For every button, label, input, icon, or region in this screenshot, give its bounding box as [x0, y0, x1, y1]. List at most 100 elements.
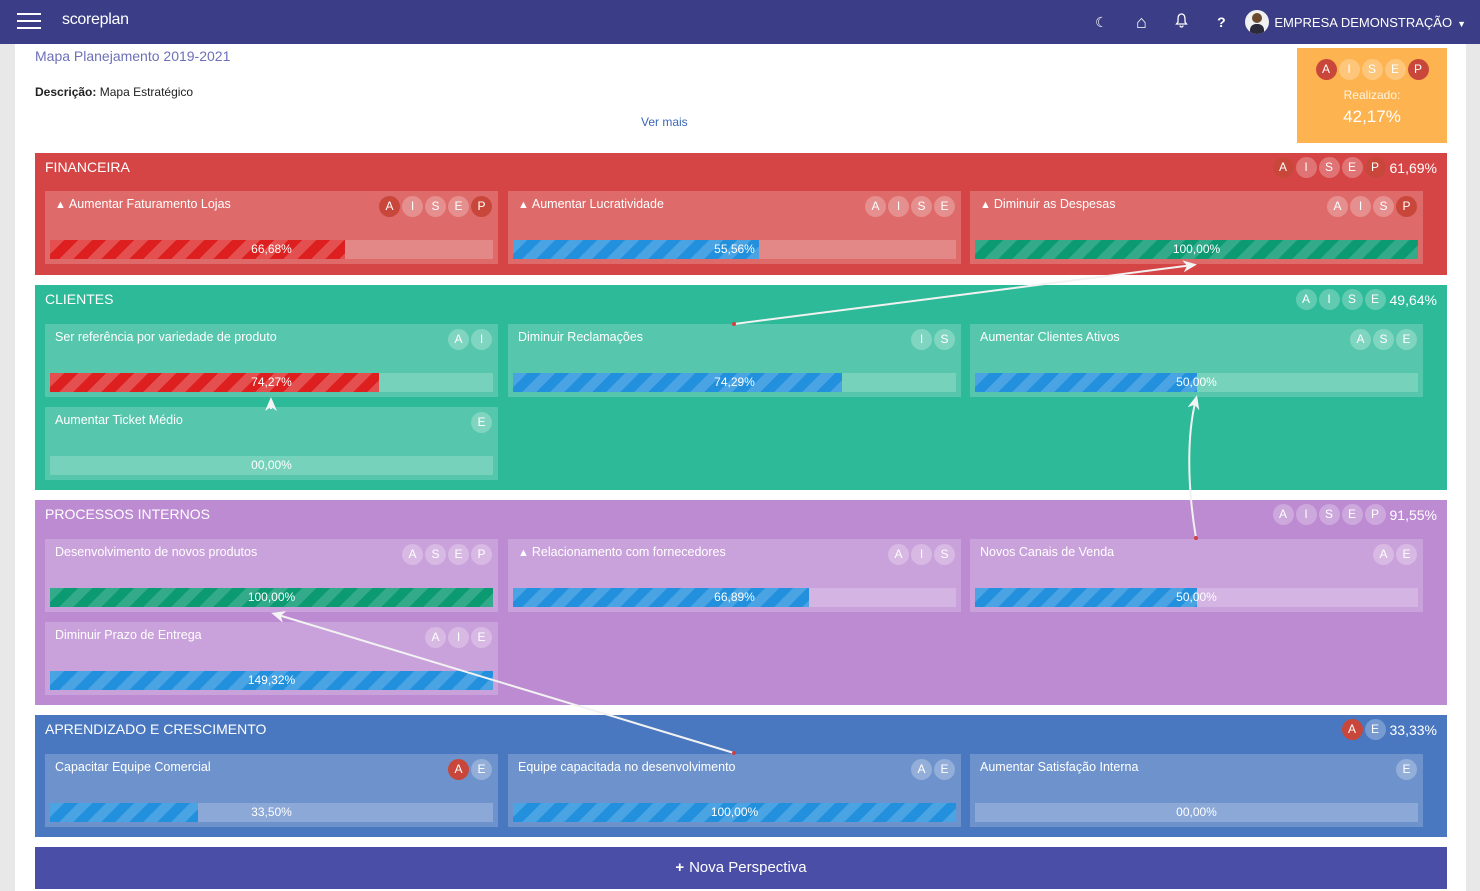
status-badge-a[interactable]: A — [1295, 289, 1317, 310]
perspective-financeira: FINANCEIRA A I S E P 61,69% ▲ Aumentar Faturamen… — [35, 153, 1447, 275]
status-badge-a[interactable]: A — [1350, 329, 1371, 350]
status-badge-i[interactable]: I — [1295, 504, 1317, 525]
status-badge-a[interactable]: A — [1327, 196, 1348, 217]
bell-icon[interactable] — [1161, 13, 1201, 31]
objective-card[interactable]: Ser referência por variedade de produto A… — [45, 324, 498, 397]
avatar[interactable] — [1245, 10, 1270, 34]
status-badge-e[interactable]: E — [1341, 157, 1363, 178]
objective-card[interactable]: ▲ Relacionamento com fornecedores A I S 66,89… — [508, 539, 961, 612]
status-badge-s[interactable]: S — [911, 196, 932, 217]
objective-card[interactable]: Equipe capacitada no desenvolvimento A E 10… — [508, 754, 961, 827]
perspective-title[interactable]: APRENDIZADO E CRESCIMENTO — [45, 721, 267, 737]
status-badge-i[interactable]: I — [402, 196, 423, 217]
status-badge-a[interactable]: A — [865, 196, 886, 217]
brand-logo[interactable]: scoreplan — [62, 11, 129, 28]
status-badge-e[interactable]: E — [1384, 59, 1406, 80]
status-badge-i[interactable]: I — [471, 329, 492, 350]
status-badge-a[interactable]: A — [911, 759, 932, 780]
objective-card[interactable]: Diminuir Reclamações I S 74,29% — [508, 324, 961, 397]
status-badge-a[interactable]: A — [888, 544, 909, 565]
status-badge-p[interactable]: P — [1364, 504, 1386, 525]
status-badge-a[interactable]: A — [402, 544, 423, 565]
status-badge-s[interactable]: S — [934, 329, 955, 350]
perspective-summary: A E 33,33% — [1341, 719, 1437, 740]
status-badge-i[interactable]: I — [911, 544, 932, 565]
status-badge-e[interactable]: E — [448, 544, 469, 565]
help-icon[interactable]: ? — [1217, 14, 1226, 30]
map-description: Descrição: Mapa Estratégico — [35, 85, 193, 99]
status-badge-p[interactable]: P — [471, 196, 492, 217]
status-badge-s[interactable]: S — [1318, 157, 1340, 178]
top-navbar: scoreplan ☾ ⌂ ? EMPRESA DEMONSTRAÇÃO ▼ — [0, 0, 1480, 44]
objective-card[interactable]: Aumentar Clientes Ativos A S E 50,00% — [970, 324, 1423, 397]
objective-card[interactable]: Aumentar Ticket Médio E 00,00% — [45, 407, 498, 480]
status-badge-e[interactable]: E — [471, 627, 492, 648]
status-badge-i[interactable]: I — [448, 627, 469, 648]
perspective-percent: 61,69% — [1389, 159, 1437, 176]
status-badge-e[interactable]: E — [1396, 329, 1417, 350]
progress-bar: 50,00% — [975, 588, 1418, 607]
status-badge-p[interactable]: P — [471, 544, 492, 565]
status-badge-s[interactable]: S — [1373, 196, 1394, 217]
objective-card[interactable]: ▲ Aumentar Faturamento Lojas A I S E P 66,68% — [45, 191, 498, 264]
status-badge-i[interactable]: I — [1295, 157, 1317, 178]
status-badge-e[interactable]: E — [1364, 719, 1386, 740]
status-badge-e[interactable]: E — [471, 412, 492, 433]
status-badge-a[interactable]: A — [448, 329, 469, 350]
status-badge-a[interactable]: A — [1272, 504, 1294, 525]
company-dropdown[interactable]: EMPRESA DEMONSTRAÇÃO ▼ — [1274, 15, 1466, 30]
nova-perspectiva-button[interactable]: + Nova Perspectiva — [35, 847, 1447, 889]
status-badge-e[interactable]: E — [448, 196, 469, 217]
ver-mais-link[interactable]: Ver mais — [641, 115, 688, 129]
objective-card[interactable]: Novos Canais de Venda A E 50,00% — [970, 539, 1423, 612]
status-badge-a[interactable]: A — [1373, 544, 1394, 565]
status-badge-e[interactable]: E — [934, 759, 955, 780]
home-icon[interactable]: ⌂ — [1135, 11, 1147, 32]
status-badge-i[interactable]: I — [1318, 289, 1340, 310]
status-badge-s[interactable]: S — [1373, 329, 1394, 350]
status-badge-e[interactable]: E — [471, 759, 492, 780]
progress-bar: 100,00% — [975, 240, 1418, 259]
status-badge-s[interactable]: S — [1341, 289, 1363, 310]
objective-card[interactable]: Capacitar Equipe Comercial A E 33,50% — [45, 754, 498, 827]
status-badge-s[interactable]: S — [425, 196, 446, 217]
status-badge-e[interactable]: E — [1396, 544, 1417, 565]
status-badge-i[interactable]: I — [888, 196, 909, 217]
status-badge-s[interactable]: S — [1318, 504, 1340, 525]
perspective-title[interactable]: CLIENTES — [45, 291, 114, 307]
status-badge-a[interactable]: A — [1272, 157, 1294, 178]
status-badge-e[interactable]: E — [934, 196, 955, 217]
perspective-title[interactable]: PROCESSOS INTERNOS — [45, 506, 210, 522]
objective-card[interactable]: ▲ Diminuir as Despesas A I S P 100,00% — [970, 191, 1423, 264]
status-badge-e[interactable]: E — [1364, 289, 1386, 310]
objective-card[interactable]: ▲ Aumentar Lucratividade A I S E 55,56% — [508, 191, 961, 264]
status-badge-s[interactable]: S — [934, 544, 955, 565]
status-badge-a[interactable]: A — [425, 627, 446, 648]
progress-bar: 100,00% — [513, 803, 956, 822]
menu-icon[interactable] — [17, 13, 41, 29]
status-badge-e[interactable]: E — [1396, 759, 1417, 780]
status-badge-i[interactable]: I — [1338, 59, 1360, 80]
objective-card[interactable]: Desenvolvimento de novos produtos A S E P 100… — [45, 539, 498, 612]
objective-card[interactable]: Diminuir Prazo de Entrega A I E 149,32% — [45, 622, 498, 695]
status-badge-i[interactable]: I — [1350, 196, 1371, 217]
objective-card[interactable]: Aumentar Satisfação Interna E 00,00% — [970, 754, 1423, 827]
status-badge-e[interactable]: E — [1341, 504, 1363, 525]
status-badge-a[interactable]: A — [1315, 59, 1337, 80]
status-badge-a[interactable]: A — [1341, 719, 1363, 740]
summary-label: Realizado: — [1343, 88, 1401, 102]
moon-icon[interactable]: ☾ — [1095, 13, 1108, 30]
objective-title: Diminuir Reclamações — [518, 330, 644, 344]
status-badge-a[interactable]: A — [448, 759, 469, 780]
status-badge-p[interactable]: P — [1407, 59, 1429, 80]
status-badge-i[interactable]: I — [911, 329, 932, 350]
progress-value: 74,29% — [714, 375, 755, 389]
status-badge-p[interactable]: P — [1364, 157, 1386, 178]
status-badge-s[interactable]: S — [425, 544, 446, 565]
status-badge-a[interactable]: A — [379, 196, 400, 217]
scrollbar[interactable] — [1466, 44, 1480, 891]
perspective-title[interactable]: FINANCEIRA — [45, 159, 130, 175]
map-title: Mapa Planejamento 2019-2021 — [35, 48, 231, 64]
status-badge-p[interactable]: P — [1396, 196, 1417, 217]
status-badge-s[interactable]: S — [1361, 59, 1383, 80]
